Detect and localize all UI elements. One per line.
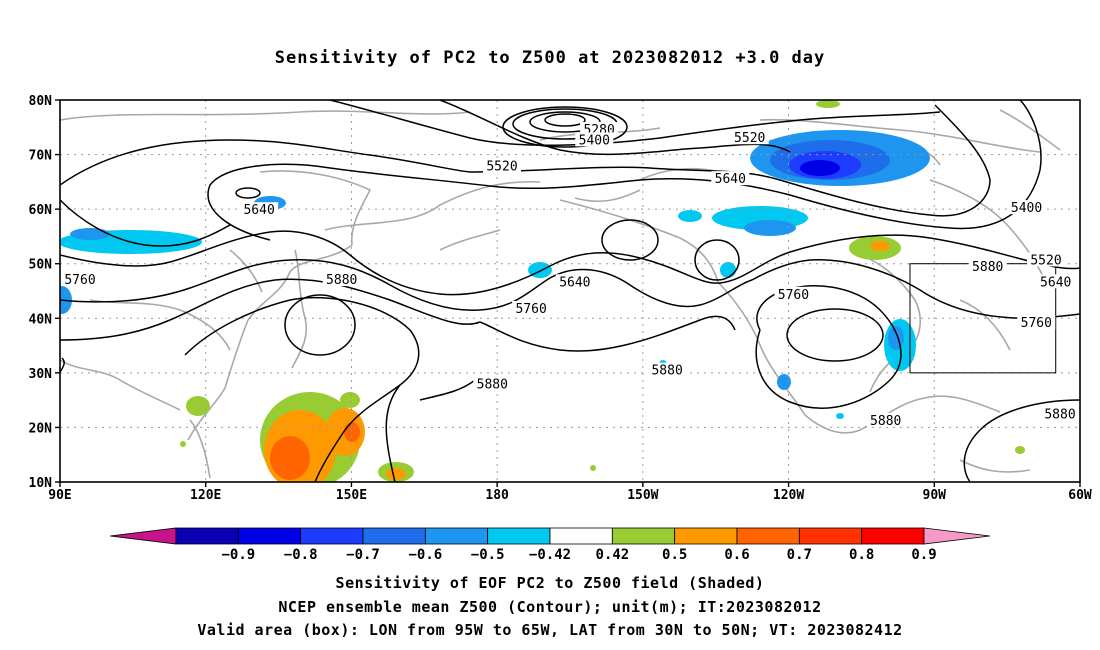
contour-label: 5880: [972, 260, 1003, 275]
contour-label: 5640: [1040, 275, 1071, 290]
contour-label: 5400: [579, 133, 610, 148]
lat-tick-label: 10N: [29, 476, 53, 491]
colorbar-max-arrow: [923, 527, 991, 545]
lat-tick-label: 40N: [29, 312, 53, 327]
lat-tick-label: 50N: [29, 258, 53, 273]
colorbar-box: [362, 527, 426, 545]
coastlines: [60, 109, 1061, 479]
colorbar-label: 0.8: [849, 547, 874, 563]
colorbar-label: −0.7: [346, 547, 380, 563]
contour-label: 5760: [778, 288, 809, 303]
caption-valid-area: Valid area (box): LON from 95W to 65W, L…: [197, 621, 903, 639]
colorbar-box: [424, 527, 489, 545]
contour-label-bg: [555, 274, 594, 289]
colorbar-label: −0.42: [529, 547, 571, 563]
contour-label-bg: [1027, 252, 1065, 267]
contour-label: 5400: [1011, 201, 1042, 216]
contour-label-bg: [1017, 315, 1056, 330]
lon-tick-label: 150E: [336, 488, 367, 503]
contour-label: 5520: [486, 160, 517, 175]
color-bar: [109, 527, 991, 545]
lon-tick-label: 60W: [1068, 488, 1092, 503]
contour-label: 5520: [734, 131, 765, 146]
lon-tick-label: 90W: [923, 488, 947, 503]
contour-label-bg: [711, 171, 750, 186]
colorbar-box: [861, 527, 925, 545]
contour-label: 5880: [1044, 407, 1075, 422]
contour-label: 5640: [559, 275, 590, 290]
contour-label-bg: [1036, 274, 1075, 289]
colorbar-box: [549, 527, 613, 545]
lat-tick-label: 70N: [29, 149, 53, 164]
colorbar-label: −0.9: [221, 547, 255, 563]
colorbar-label: 0.42: [595, 547, 629, 563]
colorbar-box: [175, 527, 239, 545]
color-bar-labels: −0.9 −0.8 −0.7 −0.6 −0.5 −0.42 0.42 0.5 0.6 0.7 0.…: [221, 547, 936, 563]
contour-labels: 5280540055205520564054005640552057605880…: [61, 122, 1079, 429]
contour-label-bg: [483, 158, 521, 173]
contour-label-bg: [240, 202, 279, 217]
contour-label: 5760: [64, 273, 95, 288]
contour-label: 5640: [243, 203, 274, 218]
contour-label-bg: [1007, 200, 1046, 215]
caption-shaded: Sensitivity of EOF PC2 to Z500 field (Sh…: [335, 574, 765, 592]
lat-tick-label: 20N: [29, 421, 53, 436]
colorbar-box: [674, 527, 738, 545]
colorbar-box: [237, 527, 302, 545]
lat-tick-label: 80N: [29, 94, 53, 109]
lat-tick-label: 60N: [29, 203, 53, 218]
lon-tick-label: 120W: [773, 488, 804, 503]
contour-label-bg: [968, 258, 1007, 273]
colorbar-label: 0.7: [787, 547, 812, 563]
lon-tick-label: 150W: [627, 488, 658, 503]
map-title: Sensitivity of PC2 to Z500 at 2023082012…: [274, 48, 826, 68]
contour-label-bg: [575, 132, 614, 147]
contour-label: 5880: [870, 414, 901, 429]
map-frame: [59, 99, 1081, 483]
contour-label-bg: [512, 301, 551, 316]
contour-label-bg: [648, 362, 687, 377]
latitude-labels: 10N 20N 30N 40N 50N 60N 70N 80N: [29, 94, 53, 491]
contour-label-bg: [730, 130, 769, 145]
contour-label: 5880: [477, 377, 508, 392]
contour-label-bg: [61, 272, 99, 287]
contour-label-bg: [1041, 406, 1079, 421]
contour-label: 5880: [651, 364, 682, 379]
lon-tick-label: 180: [485, 488, 509, 503]
caption-contour: NCEP ensemble mean Z500 (Contour); unit(…: [278, 598, 822, 616]
lon-tick-label: 120E: [190, 488, 221, 503]
colorbar-box: [798, 527, 863, 545]
colorbar-label: −0.5: [471, 547, 505, 563]
contour-label: 5760: [1021, 316, 1052, 331]
colorbar-label: 0.6: [724, 547, 749, 563]
contour-label-bg: [866, 412, 905, 427]
longitude-labels: 90E 120E 150E 180 150W 120W 90W 60W: [48, 488, 1092, 503]
contour-label-bg: [774, 286, 813, 301]
colorbar-box: [611, 527, 676, 545]
colorbar-label: 0.5: [662, 547, 687, 563]
colorbar-box: [487, 527, 551, 545]
contour-label: 5760: [515, 302, 546, 317]
axis-ticks: [55, 99, 1081, 487]
colorbar-label: 0.9: [911, 547, 936, 563]
contour-label: 5640: [715, 172, 746, 187]
colorbar-label: −0.8: [284, 547, 318, 563]
z500-contours: [60, 100, 1080, 482]
lon-tick-label: 90E: [48, 488, 71, 503]
contour-label: 5880: [326, 273, 357, 288]
contour-label-bg: [473, 376, 512, 391]
contour-label: 5520: [1030, 253, 1061, 268]
colorbar-min-arrow: [109, 527, 177, 545]
colorbar-label: −0.6: [408, 547, 442, 563]
lat-tick-label: 30N: [29, 367, 53, 382]
colorbar-box: [300, 527, 364, 545]
colorbar-box: [736, 527, 800, 545]
contour-label-bg: [322, 272, 361, 287]
